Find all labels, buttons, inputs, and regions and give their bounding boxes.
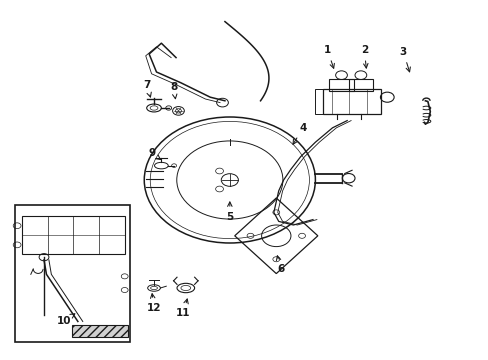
Text: 4: 4 <box>292 123 306 144</box>
Bar <box>15 205 129 342</box>
Text: 10: 10 <box>56 314 75 326</box>
Text: 12: 12 <box>146 294 161 313</box>
Text: 3: 3 <box>399 47 409 72</box>
Bar <box>348 79 372 91</box>
Text: 7: 7 <box>142 80 151 97</box>
Bar <box>72 325 127 337</box>
Text: 1: 1 <box>324 45 334 68</box>
Bar <box>22 216 124 255</box>
Text: 5: 5 <box>226 202 233 222</box>
Text: 9: 9 <box>148 148 160 159</box>
Text: 8: 8 <box>170 82 177 99</box>
Text: 11: 11 <box>176 299 190 318</box>
Bar <box>315 90 322 114</box>
Text: 6: 6 <box>276 256 284 274</box>
Text: 2: 2 <box>360 45 367 68</box>
Bar <box>322 90 381 114</box>
Bar <box>328 79 353 91</box>
